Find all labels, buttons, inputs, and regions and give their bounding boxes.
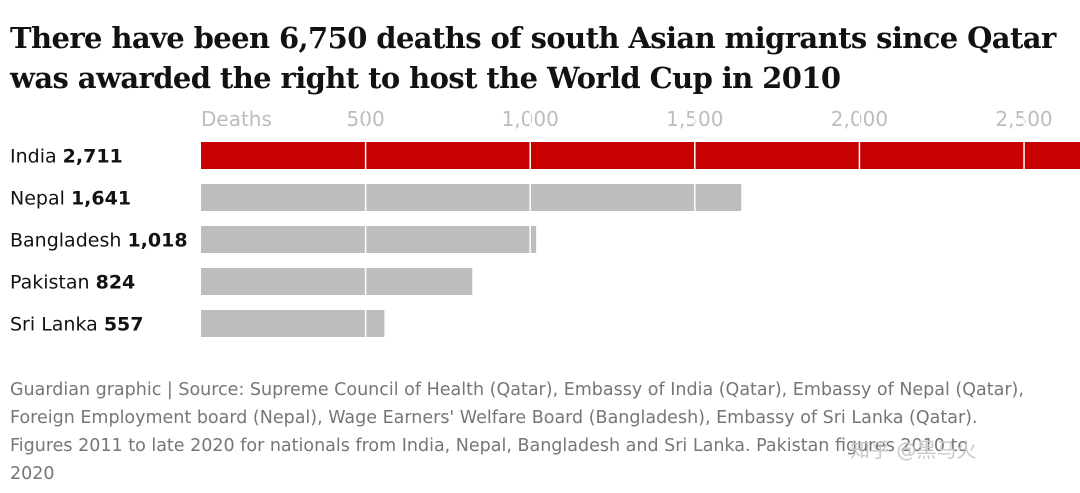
bar-india bbox=[201, 142, 1080, 169]
category-name: Nepal bbox=[10, 188, 71, 210]
value-label: 1,018 bbox=[127, 230, 187, 252]
source-line: Figures 2011 to late 2020 for nationals … bbox=[10, 436, 969, 456]
category-name: India bbox=[10, 146, 63, 168]
category-label: Nepal 1,641 bbox=[10, 188, 131, 210]
value-label: 1,641 bbox=[71, 188, 131, 210]
source-line: Guardian graphic | Source: Supreme Counc… bbox=[10, 380, 1024, 400]
category-labels: India 2,711 Nepal 1,641 Bangladesh 1,018 Pa… bbox=[10, 146, 188, 336]
bar-nepal bbox=[201, 184, 742, 211]
category-name: Bangladesh bbox=[10, 230, 127, 252]
category-name: Sri Lanka bbox=[10, 314, 104, 336]
x-axis-ticks: Deaths 500 1,000 1,500 2,000 2,500 bbox=[201, 107, 1053, 131]
source-line: Foreign Employment board (Nepal), Wage E… bbox=[10, 408, 978, 428]
bars bbox=[201, 142, 1080, 337]
gridlines bbox=[364, 100, 1025, 345]
category-label: Sri Lanka 557 bbox=[10, 314, 143, 336]
watermark: 知乎 @黑马火 bbox=[850, 438, 977, 462]
bar-pakistan bbox=[201, 268, 473, 295]
bar-bangladesh bbox=[201, 226, 537, 253]
bar-sri-lanka bbox=[201, 310, 385, 337]
value-label: 824 bbox=[96, 272, 136, 294]
x-tick-label: Deaths bbox=[201, 107, 272, 131]
category-label: India 2,711 bbox=[10, 146, 123, 168]
source-line: 2020 bbox=[10, 464, 55, 484]
source-note: Guardian graphic | Source: Supreme Counc… bbox=[10, 376, 1078, 488]
value-label: 557 bbox=[104, 314, 144, 336]
chart-title: There have been 6,750 deaths of south As… bbox=[10, 21, 1056, 95]
category-label: Bangladesh 1,018 bbox=[10, 230, 188, 252]
bar-chart: Deaths 500 1,000 1,500 2,000 2,500 India 2,71… bbox=[10, 100, 1080, 345]
value-label: 2,711 bbox=[63, 146, 123, 168]
category-name: Pakistan bbox=[10, 272, 96, 294]
category-label: Pakistan 824 bbox=[10, 272, 135, 294]
